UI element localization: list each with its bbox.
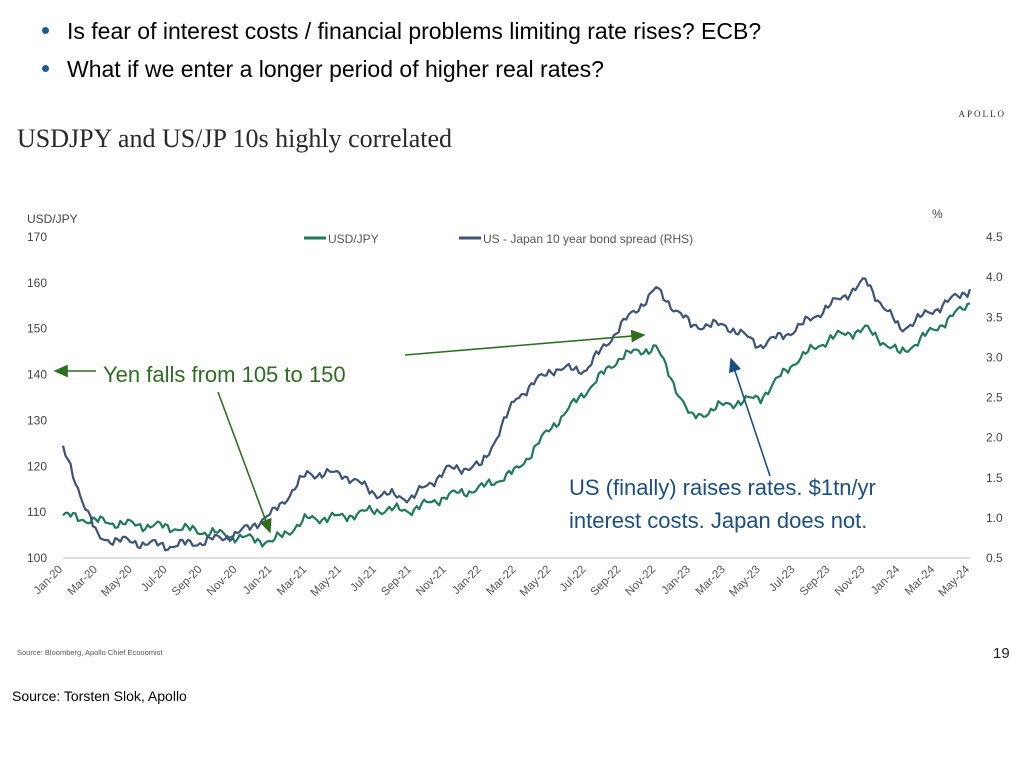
left-tick-label: 150 (27, 322, 47, 336)
x-tick-label: Jul-22 (558, 564, 589, 595)
bullet-item: What if we enter a longer period of high… (40, 50, 761, 88)
chart-series (61, 277, 972, 552)
annotation-arrow-up (728, 357, 771, 477)
x-tick-label: Mar-21 (275, 564, 309, 598)
chart-title: USDJPY and US/JP 10s highly correlated (17, 124, 453, 153)
annotation-arrow-down (217, 391, 272, 534)
x-tick-label: Jul-23 (767, 564, 798, 595)
x-tick-label: Jan-21 (241, 564, 274, 597)
left-tick-label: 160 (27, 276, 47, 290)
x-tick-label: May-22 (518, 564, 554, 600)
spread-line (61, 277, 972, 552)
x-tick-label: Jul-20 (139, 564, 170, 595)
x-tick-label: May-21 (309, 564, 345, 600)
x-tick-label: Nov-21 (414, 564, 449, 599)
legend-label: US - Japan 10 year bond spread (RHS) (483, 232, 693, 246)
x-tick-label: May-20 (99, 564, 135, 600)
x-tick-label: Mar-23 (694, 564, 728, 598)
x-tick-label: Sep-21 (379, 564, 414, 599)
x-tick-label: Jan-22 (450, 564, 483, 597)
right-tick-label: 4.0 (986, 270, 1003, 284)
x-tick-label: Nov-23 (833, 564, 868, 599)
right-tick-label: 1.5 (986, 471, 1003, 485)
annotation-arrow-right (404, 329, 646, 356)
x-tick-label: Nov-22 (623, 564, 658, 599)
annotation-us-line1: US (finally) raises rates. $1tn/yr (569, 475, 876, 500)
chart-source: Source: Bloomberg, Apollo Chief Economis… (17, 648, 163, 657)
annotation-yen-falls: Yen falls from 105 to 150 (103, 362, 346, 387)
x-tick-label: May-24 (937, 563, 973, 599)
left-tick-label: 170 (27, 230, 47, 244)
bullet-list: Is fear of interest costs / financial pr… (40, 12, 761, 88)
chart-legend: USD/JPY US - Japan 10 year bond spread (R… (304, 232, 693, 246)
legend-label: USD/JPY (328, 232, 379, 246)
right-tick-label: 3.0 (986, 350, 1003, 364)
right-tick-label: 2.0 (986, 431, 1003, 445)
left-tick-label: 120 (27, 459, 47, 473)
x-tick-label: Mar-22 (484, 564, 518, 598)
x-tick-label: Sep-20 (170, 564, 205, 599)
right-tick-label: 3.5 (986, 310, 1003, 324)
x-tick-label: Jan-20 (32, 564, 65, 597)
page-number: 19 (993, 645, 1010, 662)
x-tick-label: Sep-23 (798, 564, 833, 599)
x-tick-label: May-23 (727, 564, 763, 600)
left-tick-label: 100 (27, 551, 47, 565)
chart-axes: USD/JPY 100 110 120 130 140 150 160 170% 0.5 1.0 1.… (27, 207, 1003, 599)
usdjpy-line (62, 302, 971, 548)
right-tick-label: 2.5 (986, 391, 1003, 405)
right-tick-label: 0.5 (986, 551, 1003, 565)
chart-annotations: Yen falls from 105 to 150 US (finally) ra… (53, 329, 876, 534)
bullet-item: Is fear of interest costs / financial pr… (40, 12, 761, 50)
x-tick-label: Jul-21 (348, 564, 379, 595)
slide-source: Source: Torsten Slok, Apollo (12, 688, 187, 704)
left-tick-label: 130 (27, 413, 47, 427)
left-axis-label: USD/JPY (27, 212, 78, 226)
left-tick-label: 110 (27, 505, 46, 519)
x-tick-label: Jan-23 (660, 564, 693, 597)
left-tick-label: 140 (27, 368, 47, 382)
apollo-logo: APOLLO (958, 109, 1006, 119)
right-tick-label: 1.0 (986, 511, 1003, 525)
x-tick-label: Sep-22 (589, 564, 624, 599)
x-tick-label: Mar-20 (66, 564, 100, 598)
annotation-us-line2: interest costs. Japan does not. (569, 508, 867, 533)
right-axis-label: % (932, 207, 943, 221)
chart: USD/JPY 100 110 120 130 140 150 160 170% 0.5 1.0 1.… (27, 207, 1003, 599)
x-tick-label: Mar-24 (903, 563, 938, 598)
x-tick-label: Nov-20 (205, 564, 240, 599)
right-tick-label: 4.5 (986, 230, 1003, 244)
x-tick-label: Jan-24 (869, 563, 903, 597)
